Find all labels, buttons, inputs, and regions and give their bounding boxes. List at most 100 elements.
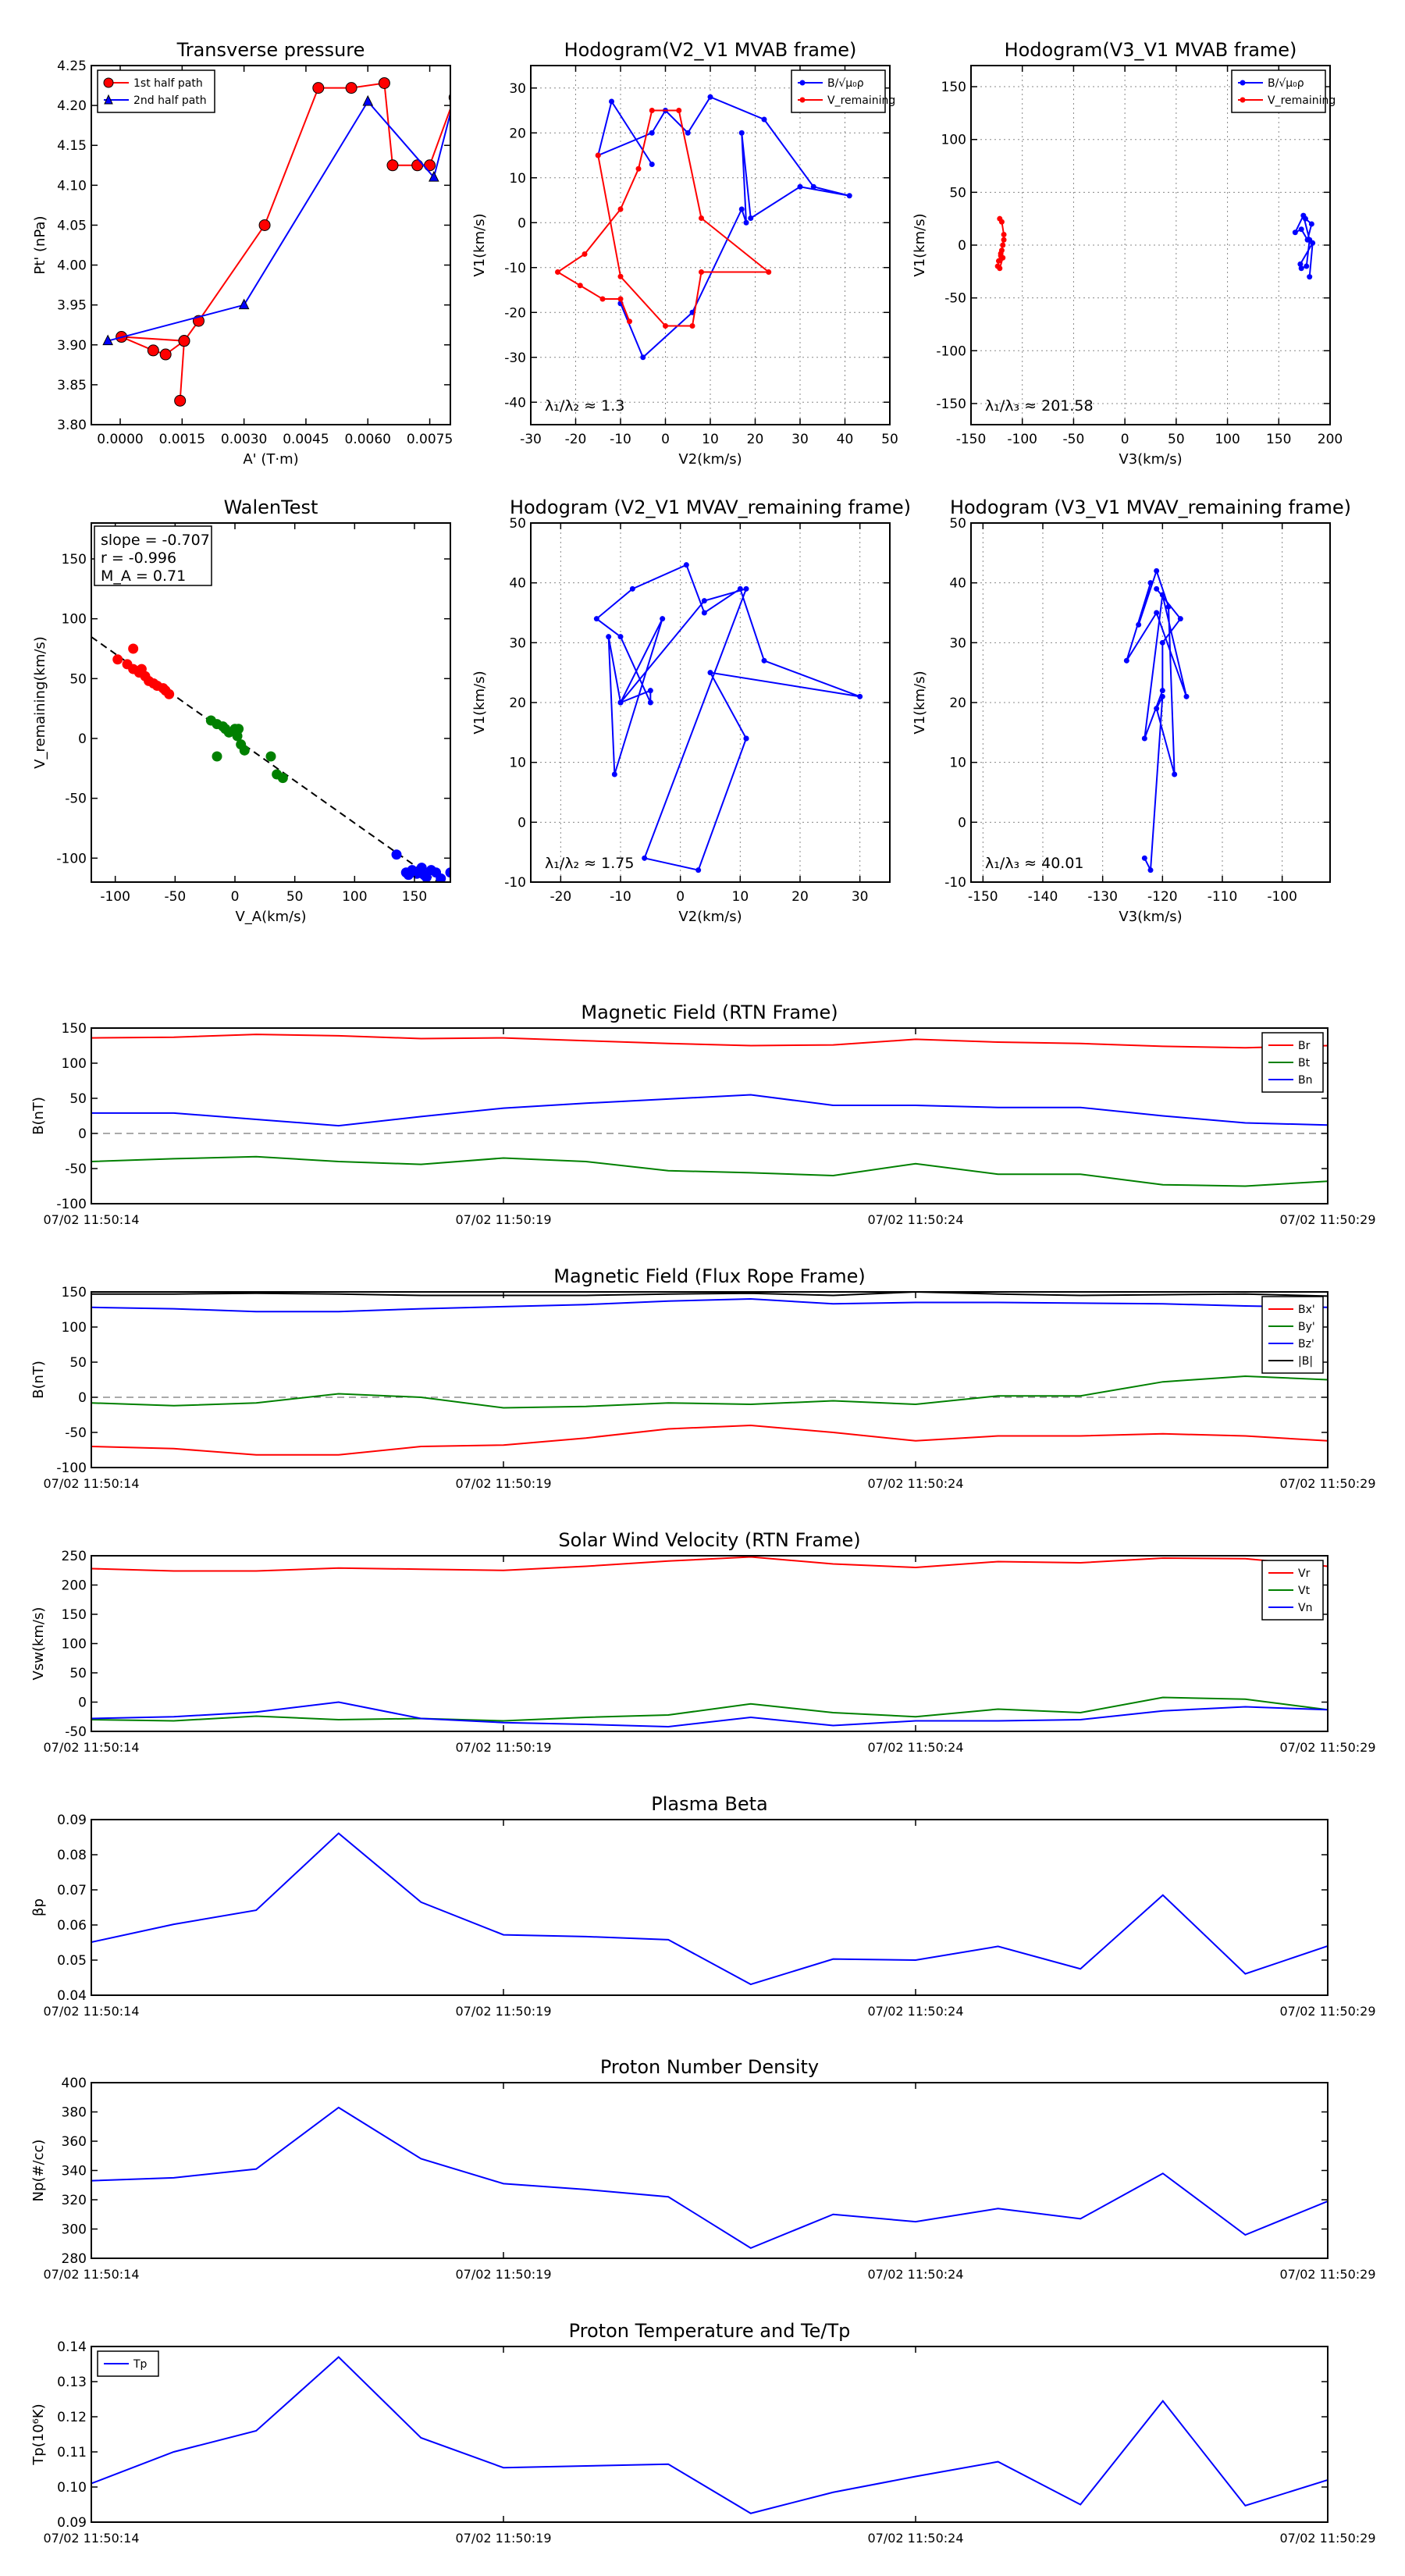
series-line-0: [91, 1832, 1328, 1986]
x-tick-label: -100: [1007, 432, 1037, 447]
x-tick-label: 10: [702, 432, 719, 447]
y-tick-label: 10: [509, 171, 526, 187]
data-point: [707, 670, 713, 676]
data-point: [743, 735, 749, 742]
x-tick-label: 100: [342, 889, 367, 905]
x-tick-label: 07/02 11:50:29: [1279, 2004, 1375, 2019]
legend-marker: [1240, 80, 1246, 86]
y-tick-label: -100: [56, 1197, 87, 1212]
data-point: [1159, 639, 1165, 646]
data-point: [685, 130, 691, 136]
data-point: [611, 771, 617, 777]
x-tick-label: -110: [1208, 889, 1238, 905]
data-point: [1001, 237, 1007, 243]
y-tick-label: 50: [509, 516, 526, 532]
y-tick-label: 0: [958, 815, 966, 831]
data-point: [1154, 585, 1160, 592]
data-point: [810, 183, 816, 190]
x-tick-label: 0.0045: [283, 432, 329, 447]
chart-7: Magnetic Field (Flux Rope Frame) -100 -50 0…: [30, 1265, 1376, 1491]
series-line-2: [91, 1701, 1328, 1728]
y-tick-label: 100: [941, 133, 966, 148]
y-tick-label: -10: [504, 261, 526, 276]
data-point: [617, 296, 624, 302]
legend-box: [1231, 69, 1326, 113]
x-tick-label: -150: [956, 432, 987, 447]
data-point: [699, 269, 704, 275]
data-point: [998, 219, 1005, 225]
y-tick-label: 20: [509, 696, 526, 711]
y-tick-label: 280: [62, 2251, 87, 2267]
data-point: [699, 215, 704, 221]
y-tick-label: 150: [62, 552, 87, 568]
walen-stat: r = -0.996: [101, 550, 176, 567]
chart-title: Magnetic Field (Flux Rope Frame): [553, 1265, 865, 1287]
chart-title: Proton Temperature and Te/Tp: [569, 2320, 851, 2342]
chart-2: Hodogram(V3_V1 MVAB frame) -150 -100 -50 0 50…: [912, 39, 1343, 468]
data-point: [1141, 855, 1147, 861]
data-point: [1123, 657, 1129, 664]
chart-9: Plasma Beta 0.04 0.05 0.06 0.07 0.08 0.09 07/02…: [30, 1793, 1376, 2019]
y-axis-label: B(nT): [30, 1361, 47, 1399]
eigenvalue-ratio: λ₁/λ₂ ≈ 1.3: [545, 397, 624, 415]
y-tick-label: 50: [69, 671, 87, 687]
y-tick-label: 0.11: [57, 2445, 87, 2460]
legend-marker: [103, 77, 114, 88]
y-tick-label: 4.10: [57, 178, 87, 194]
x-tick-label: -10: [610, 432, 631, 447]
data-point: [689, 323, 695, 329]
data-point: [629, 585, 635, 592]
data-point: [1300, 212, 1307, 219]
data-point: [1177, 616, 1183, 622]
data-point: [649, 162, 655, 167]
data-point: [1159, 693, 1165, 699]
x-tick-label: -150: [968, 889, 998, 905]
data-point: [128, 643, 139, 654]
y-tick-label: 4.00: [57, 258, 87, 274]
plot-frame: [91, 65, 451, 425]
y-tick-label: 50: [69, 1666, 87, 1681]
data-point: [174, 394, 187, 407]
x-tick-label: 50: [286, 889, 304, 905]
y-tick-label: 40: [509, 576, 526, 592]
y-axis-label: Vsw(km/s): [30, 1607, 47, 1681]
x-tick-label: 20: [747, 432, 764, 447]
chart-title: Proton Number Density: [600, 2056, 819, 2078]
legend-label: Vn: [1298, 1602, 1312, 1614]
x-tick-label: 07/02 11:50:29: [1279, 2531, 1375, 2546]
x-tick-label: 07/02 11:50:14: [43, 2004, 139, 2019]
y-tick-label: 0.14: [57, 2339, 87, 2355]
legend-label: V_remaining: [827, 94, 895, 107]
eigenvalue-ratio: λ₁/λ₂ ≈ 1.75: [545, 855, 634, 872]
data-point: [1154, 610, 1160, 616]
y-tick-label: 0.09: [57, 1813, 87, 1828]
series-line-0: [596, 96, 850, 359]
y-tick-label: 30: [949, 635, 966, 651]
legend-label: Bt: [1298, 1057, 1311, 1069]
data-point: [617, 206, 624, 212]
chart-title: WalenTest: [224, 496, 318, 518]
legend-label: By': [1298, 1321, 1315, 1333]
y-tick-label: -50: [65, 1162, 87, 1177]
series-line-1: [91, 1696, 1328, 1722]
plot-frame: [91, 1819, 1329, 1996]
chart-6: Magnetic Field (RTN Frame) -100 -50 0 50 100 1…: [30, 1002, 1376, 1227]
legend: Vr Vt Vn: [1261, 1560, 1324, 1621]
legend-marker: [1240, 97, 1246, 103]
data-point: [265, 751, 276, 762]
plot-frame: [91, 2346, 1329, 2523]
data-point: [649, 130, 655, 136]
data-point: [995, 258, 1001, 264]
chart-4: Hodogram (V2_V1 MVAV_remaining frame) -10…: [471, 496, 911, 925]
y-tick-label: 0.08: [57, 1848, 87, 1863]
data-point: [748, 215, 754, 221]
y-tick-label: 0.13: [57, 2375, 87, 2390]
x-tick-label: 07/02 11:50:14: [43, 1740, 139, 1755]
legend-marker: [799, 97, 806, 103]
data-point: [136, 664, 147, 674]
data-point: [178, 335, 190, 347]
x-axis-label: V3(km/s): [1119, 909, 1182, 925]
y-tick-label: 0.06: [57, 1918, 87, 1934]
data-point: [239, 745, 250, 756]
y-axis-label: V1(km/s): [912, 213, 928, 276]
